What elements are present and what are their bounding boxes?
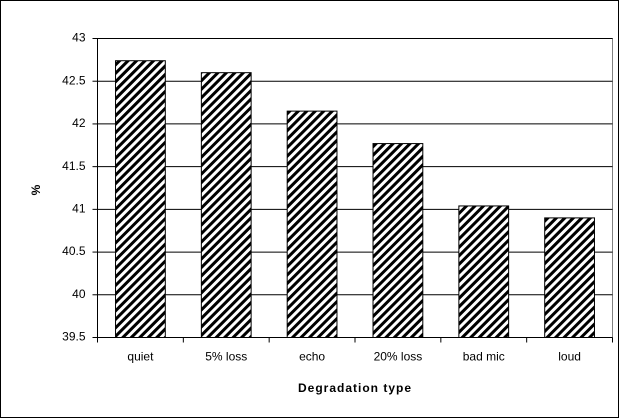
y-axis-title: % — [29, 184, 43, 195]
y-tick-label: 40 — [72, 287, 86, 301]
x-tick-label: quiet — [127, 350, 154, 364]
bar — [458, 205, 510, 338]
x-tick-label: 5% loss — [205, 350, 247, 364]
y-tick-label: 42.5 — [62, 73, 86, 87]
x-tick-label: echo — [299, 350, 325, 364]
y-tick-label: 43 — [72, 31, 86, 45]
bar — [544, 217, 595, 338]
x-axis-title: Degradation type — [298, 381, 412, 395]
y-tick-label: 42 — [72, 116, 86, 130]
bar — [200, 72, 252, 339]
bar — [286, 110, 338, 338]
x-tick-label: bad mic — [463, 350, 505, 364]
y-tick-label: 39.5 — [62, 330, 86, 344]
y-tick-label: 41 — [72, 202, 86, 216]
bar — [115, 60, 166, 339]
x-tick-label: 20% loss — [374, 350, 423, 364]
y-tick-label: 40.5 — [62, 244, 86, 258]
x-tick-label: loud — [558, 350, 581, 364]
bar — [372, 143, 424, 338]
plot-area — [97, 38, 613, 338]
y-tick-label: 41.5 — [62, 159, 86, 173]
